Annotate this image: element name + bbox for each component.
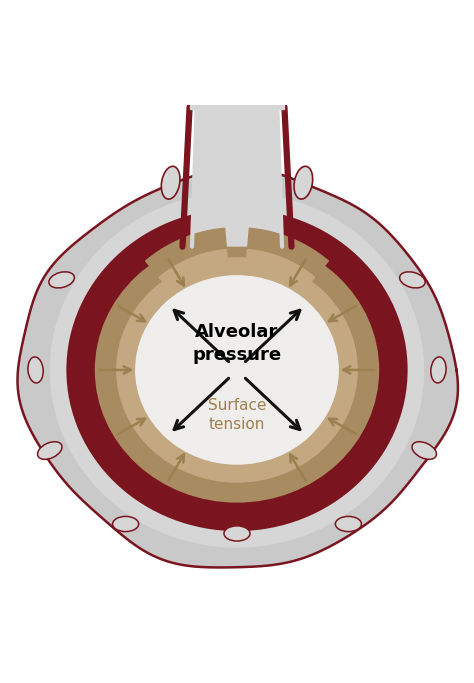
Polygon shape xyxy=(246,249,315,292)
Ellipse shape xyxy=(95,237,379,503)
Polygon shape xyxy=(146,228,227,277)
Ellipse shape xyxy=(37,442,62,460)
Ellipse shape xyxy=(116,257,358,483)
Ellipse shape xyxy=(335,516,361,531)
Ellipse shape xyxy=(400,272,425,288)
Ellipse shape xyxy=(28,357,43,383)
Ellipse shape xyxy=(135,275,339,464)
Ellipse shape xyxy=(50,192,424,548)
Polygon shape xyxy=(18,167,458,568)
Polygon shape xyxy=(192,107,282,247)
Text: Alveolar
pressure: Alveolar pressure xyxy=(192,324,282,364)
Polygon shape xyxy=(190,104,284,109)
Ellipse shape xyxy=(161,166,180,199)
Ellipse shape xyxy=(112,516,138,531)
Ellipse shape xyxy=(66,209,408,531)
Ellipse shape xyxy=(431,357,446,383)
Ellipse shape xyxy=(49,272,74,288)
Ellipse shape xyxy=(412,442,437,460)
Polygon shape xyxy=(247,228,328,277)
Text: Surface
tension: Surface tension xyxy=(208,398,266,432)
Ellipse shape xyxy=(224,526,250,541)
Polygon shape xyxy=(159,249,228,292)
Ellipse shape xyxy=(294,166,313,199)
